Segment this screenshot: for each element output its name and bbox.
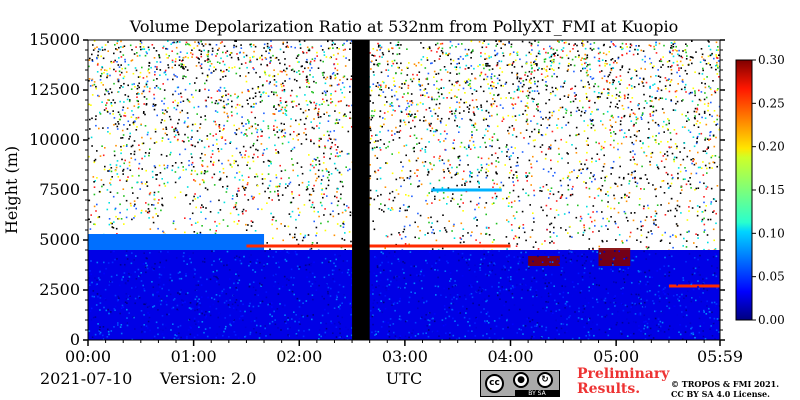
cc-icon: cc	[485, 374, 504, 393]
plot-area	[88, 40, 720, 340]
x-tick-label: 00:00	[65, 347, 111, 366]
preliminary-note: Preliminary Results.	[577, 367, 669, 397]
attribution-icon: ●	[513, 372, 529, 388]
y-tick-label: 0	[70, 330, 80, 349]
date-label: 2021-07-10	[40, 369, 133, 388]
colorbar-tick-label: 0.25	[758, 96, 785, 110]
feature-3	[431, 188, 502, 192]
version-label: Version: 2.0	[160, 369, 257, 388]
feature-2	[246, 244, 511, 248]
feature-1	[88, 234, 265, 250]
x-tick-label: 05:00	[593, 347, 639, 366]
y-tick-label: 7500	[39, 180, 80, 199]
feature-4	[528, 256, 560, 266]
y-tick-label: 15000	[29, 30, 80, 49]
license-line-2: CC BY SA 4.0 License.	[671, 389, 770, 399]
y-axis: 0 2500 5000 7500 10000 12500 15000	[29, 30, 725, 349]
x-tick-label: 01:00	[171, 347, 217, 366]
feature-5	[598, 248, 631, 266]
y-tick-label: 2500	[39, 280, 80, 299]
colorbar-tick-label: 0.20	[758, 140, 785, 154]
aerosol-features	[88, 188, 720, 340]
data-gap	[352, 40, 370, 340]
colorbar-ticks: 0.00 0.05 0.10 0.15 0.20 0.25 0.30	[752, 53, 785, 327]
colorbar-tick-label: 0.30	[758, 53, 785, 67]
x-axis: 00:00 01:00 02:00 03:00 04:00 05:00 05:59	[65, 340, 743, 366]
y-axis-label: Height (m)	[2, 146, 21, 234]
x-tick-label: 04:00	[487, 347, 533, 366]
x-tick-label: 05:59	[697, 347, 743, 366]
colorbar-tick-label: 0.00	[758, 313, 785, 327]
x-axis-label: UTC	[386, 369, 422, 388]
noise-field	[88, 40, 720, 252]
y-tick-label: 10000	[29, 130, 80, 149]
x-tick-label: 02:00	[276, 347, 322, 366]
y-tick-label: 5000	[39, 230, 80, 249]
colorbar-tick-label: 0.15	[758, 183, 785, 197]
license-note: © TROPOS & FMI 2021. CC BY SA 4.0 Licens…	[671, 379, 779, 399]
cc-license-badge: cc ● ↻ BY SA	[480, 370, 560, 397]
share-alike-icon: ↻	[537, 372, 553, 388]
preliminary-line-1: Preliminary	[577, 366, 670, 382]
license-line-1: © TROPOS & FMI 2021.	[671, 379, 780, 389]
y-tick-label: 12500	[29, 80, 80, 99]
colorbar	[735, 59, 753, 321]
chart-title: Volume Depolarization Ratio at 532nm fro…	[129, 17, 678, 36]
colorbar-tick-label: 0.10	[758, 226, 785, 240]
colorbar-tick-label: 0.05	[758, 270, 785, 284]
by-sa-label: BY SA	[515, 390, 559, 397]
x-tick-label: 03:00	[382, 347, 428, 366]
preliminary-line-2: Results.	[577, 381, 641, 397]
feature-6	[668, 284, 720, 288]
